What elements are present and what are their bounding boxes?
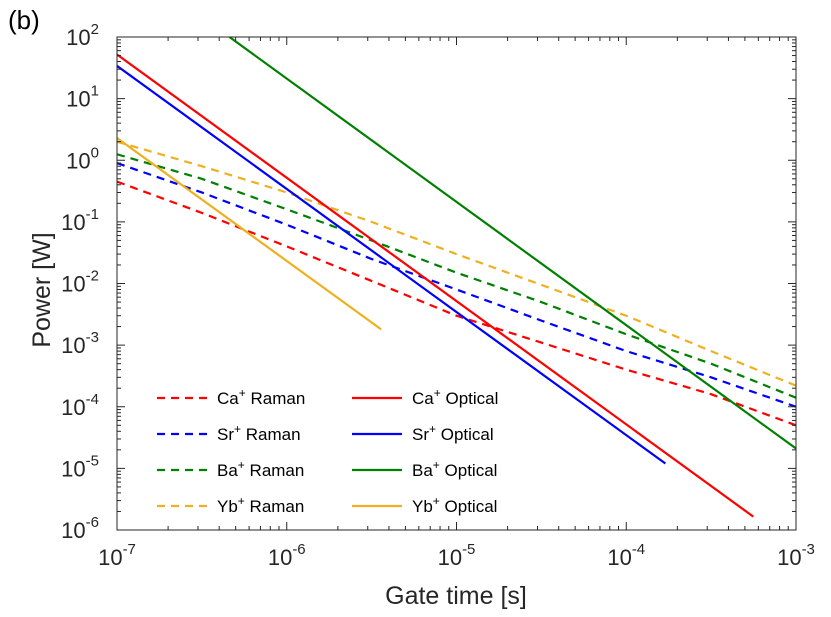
series-line-ca-optical bbox=[117, 53, 754, 518]
series-line-ba-optical bbox=[228, 37, 796, 450]
x-tick-label: 10-7 bbox=[98, 541, 136, 570]
y-tick-label: 10-6 bbox=[61, 514, 99, 543]
series-line-yb-raman bbox=[117, 140, 796, 387]
series-line-sr-raman bbox=[117, 162, 796, 408]
series-line-ca-raman bbox=[117, 180, 796, 427]
plot-frame bbox=[116, 36, 797, 531]
legend-label: Sr+ Raman bbox=[217, 422, 301, 444]
legend-item-ba-optical: Ba+ Optical bbox=[352, 458, 497, 480]
x-tick-label: 10-3 bbox=[777, 541, 815, 570]
series-line-yb-optical bbox=[117, 137, 382, 331]
legend-item-yb-raman: Yb+ Raman bbox=[157, 494, 304, 516]
legend-item-sr-raman: Sr+ Raman bbox=[157, 422, 301, 444]
y-tick-label: 10-4 bbox=[61, 391, 99, 420]
x-tick-label: 10-6 bbox=[268, 541, 306, 570]
legend-label: Ba+ Raman bbox=[217, 458, 304, 480]
legend-item-yb-optical: Yb+ Optical bbox=[352, 494, 497, 516]
x-tick-label: 10-5 bbox=[438, 541, 476, 570]
series-line-sr-optical bbox=[117, 64, 667, 465]
y-tick-label: 102 bbox=[66, 21, 99, 50]
y-tick-label: 101 bbox=[66, 83, 99, 112]
legend-label: Ca+ Raman bbox=[217, 386, 305, 408]
x-axis-label: Gate time [s] bbox=[385, 582, 527, 610]
panel-label: (b) bbox=[8, 5, 40, 35]
legend-label: Ca+ Optical bbox=[412, 386, 498, 408]
legend-label: Sr+ Optical bbox=[412, 422, 494, 444]
legend-item-ba-raman: Ba+ Raman bbox=[157, 458, 304, 480]
y-tick-label: 10-5 bbox=[61, 452, 99, 481]
y-tick-label: 10-2 bbox=[61, 268, 99, 297]
x-tick-label: 10-4 bbox=[607, 541, 645, 570]
legend-label: Yb+ Raman bbox=[217, 494, 304, 516]
legend-item-ca-optical: Ca+ Optical bbox=[352, 386, 498, 408]
legend-item-ca-raman: Ca+ Raman bbox=[157, 386, 305, 408]
y-tick-label: 10-1 bbox=[61, 206, 99, 235]
legend-label: Yb+ Optical bbox=[412, 494, 497, 516]
legend-label: Ba+ Optical bbox=[412, 458, 497, 480]
y-tick-label: 10-3 bbox=[61, 329, 99, 358]
y-axis-label: Power [W] bbox=[28, 232, 56, 347]
legend-item-sr-optical: Sr+ Optical bbox=[352, 422, 494, 444]
series-line-ba-raman bbox=[117, 153, 796, 399]
y-tick-label: 100 bbox=[66, 144, 99, 173]
